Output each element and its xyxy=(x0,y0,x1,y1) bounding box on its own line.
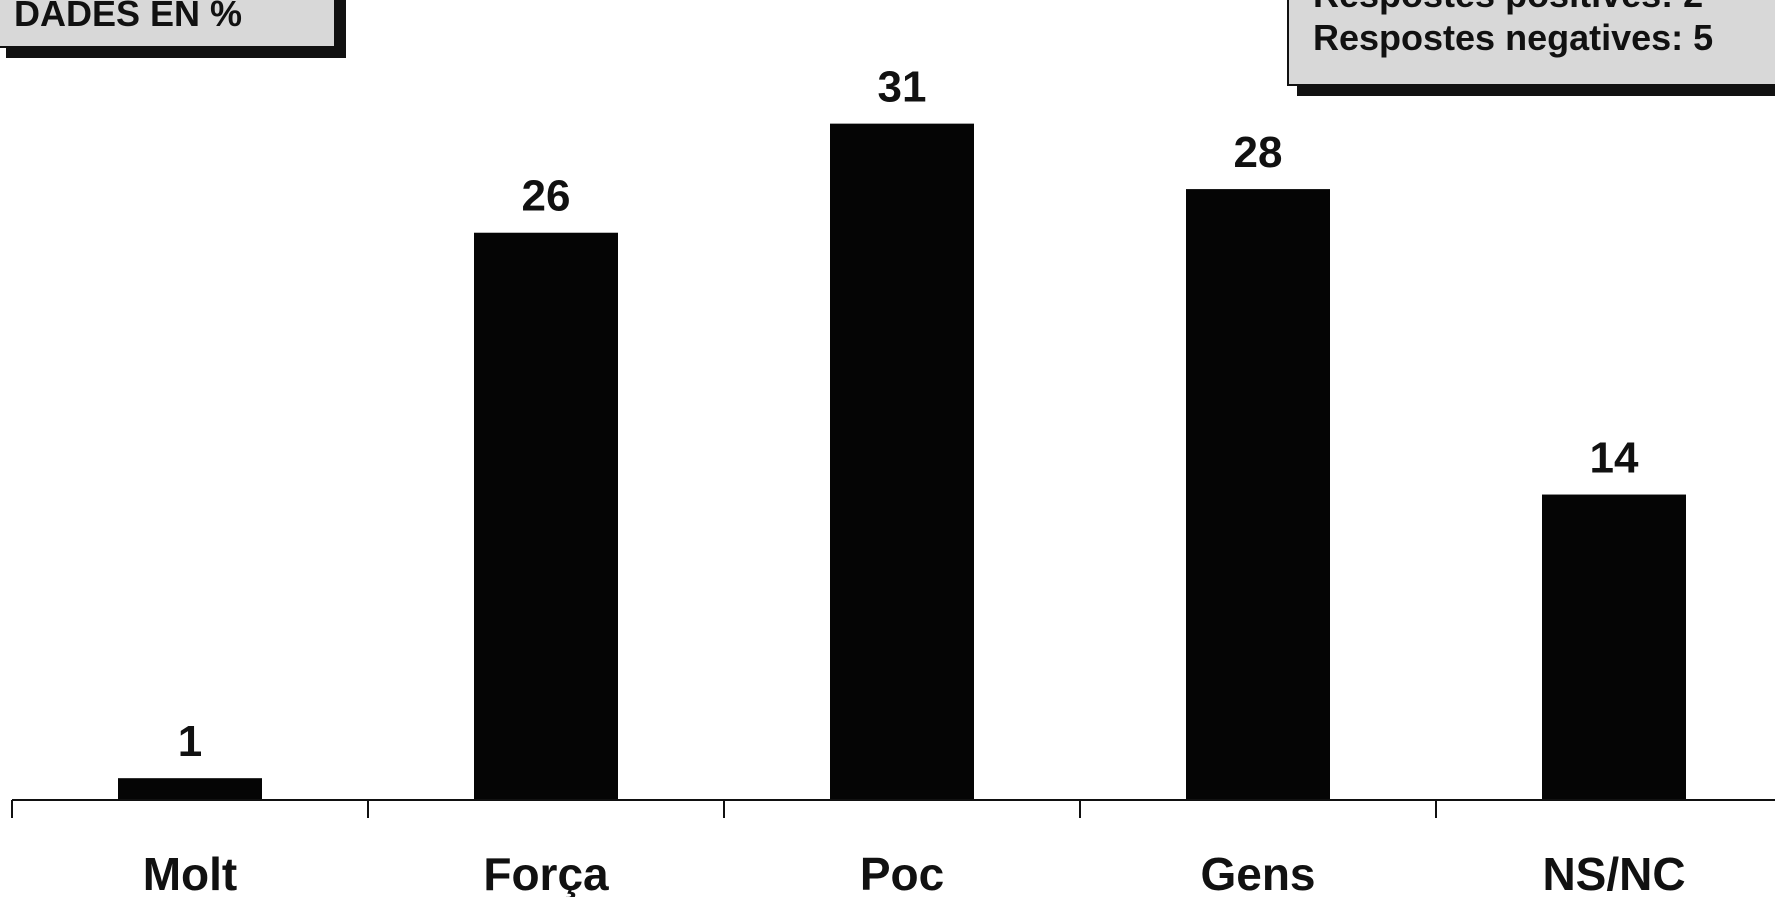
responses-box: Respostes positives: 2 Respostes negativ… xyxy=(1287,0,1775,86)
negative-responses-text: Respostes negatives: 5 xyxy=(1313,17,1714,58)
category-label: Molt xyxy=(143,848,238,897)
positive-responses-text: Respostes positives: 2 xyxy=(1313,0,1775,16)
bars-layer xyxy=(118,123,1686,801)
category-label: NS/NC xyxy=(1542,848,1685,897)
category-label: Gens xyxy=(1200,848,1315,897)
data-label: 28 xyxy=(1234,128,1283,177)
units-label: DADES EN % xyxy=(14,0,243,34)
bar xyxy=(1186,189,1330,800)
labels-layer: 1 Molt 26 Força 31 Poc 28 Gens 14 NS/NC xyxy=(143,63,1686,897)
data-label: 31 xyxy=(878,63,927,112)
x-axis xyxy=(11,799,1775,818)
data-label: 14 xyxy=(1590,434,1639,483)
bar xyxy=(474,232,618,800)
units-label-box: DADES EN % xyxy=(0,0,336,48)
category-label: Poc xyxy=(860,848,944,897)
bar xyxy=(118,778,262,800)
category-label: Força xyxy=(483,848,609,897)
bar xyxy=(830,123,974,801)
bar xyxy=(1542,494,1686,800)
data-label: 26 xyxy=(522,172,571,221)
data-label: 1 xyxy=(178,717,202,766)
